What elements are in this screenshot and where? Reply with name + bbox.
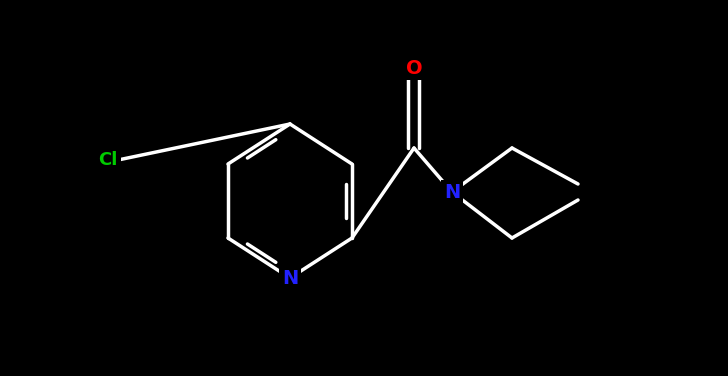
Text: Cl: Cl	[98, 151, 118, 169]
Text: N: N	[444, 182, 460, 202]
Text: O: O	[405, 59, 422, 77]
Text: N: N	[282, 268, 298, 288]
